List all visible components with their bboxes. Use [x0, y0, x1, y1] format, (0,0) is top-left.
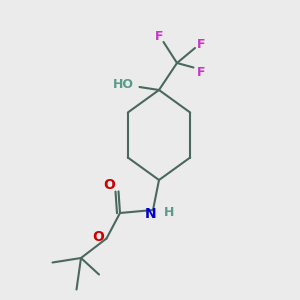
Text: HO: HO — [112, 77, 134, 91]
Text: H: H — [164, 206, 174, 219]
Text: F: F — [197, 66, 205, 80]
Text: O: O — [92, 230, 104, 244]
Text: N: N — [145, 207, 156, 220]
Text: O: O — [103, 178, 115, 192]
Text: F: F — [155, 30, 163, 43]
Text: F: F — [197, 38, 206, 51]
